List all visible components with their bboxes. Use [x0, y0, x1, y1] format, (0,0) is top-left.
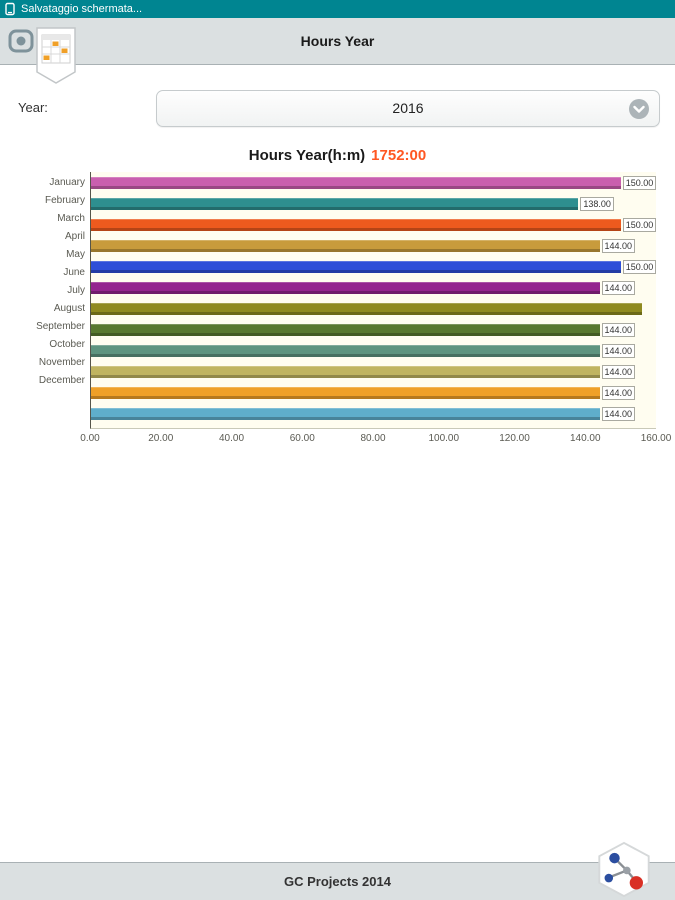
- home-button-icon: [8, 29, 34, 53]
- x-tick-label: 80.00: [360, 433, 386, 444]
- bar-november: 144.00: [91, 386, 636, 400]
- bar-january: 150.00: [91, 176, 657, 190]
- bar-row: 144.00: [91, 344, 656, 363]
- bar-row: 144.00: [91, 365, 656, 384]
- bar-value-label: 144.00: [601, 239, 636, 253]
- month-label-august: August: [53, 303, 85, 314]
- molecule-logo-icon: [598, 841, 650, 898]
- month-label-april: April: [64, 231, 85, 242]
- chart-title-text: Hours Year(h:m): [248, 147, 366, 164]
- x-tick-label: 140.00: [569, 433, 601, 444]
- bar-september: 144.00: [91, 344, 636, 358]
- bar-june: 144.00: [91, 281, 636, 295]
- month-label-october: October: [49, 339, 85, 350]
- month-label-september: September: [36, 321, 85, 332]
- bar-row: 150.00: [91, 176, 657, 195]
- year-dropdown-value: 2016: [392, 100, 424, 116]
- status-bar: Salvataggio schermata...: [0, 0, 675, 18]
- footer-bar: GC Projects 2014: [0, 862, 675, 900]
- x-tick-label: 60.00: [289, 433, 315, 444]
- bar-value-label: 144.00: [601, 281, 636, 295]
- bar-july: [91, 303, 642, 315]
- year-label: Year:: [18, 100, 48, 115]
- screenshot-icon: [5, 2, 15, 16]
- bar-value-label: 150.00: [622, 176, 657, 190]
- month-label-february: February: [44, 195, 85, 206]
- x-tick-label: 160.00: [640, 433, 672, 444]
- bar-row: 144.00: [91, 239, 656, 258]
- x-axis: 0.00 20.00 40.00 60.00 80.00 100.00 120.00 140.…: [80, 429, 671, 447]
- bar-value-label: 144.00: [601, 344, 636, 358]
- month-label-may: May: [66, 249, 85, 260]
- month-label-march: March: [57, 213, 85, 224]
- bar-row: 150.00: [91, 218, 657, 237]
- bar-march: 150.00: [91, 218, 657, 232]
- chart-total-hours: 1752:00: [371, 147, 427, 164]
- bar-row: 150.00: [91, 260, 657, 279]
- year-dropdown[interactable]: 2016: [156, 90, 660, 127]
- month-label-december: December: [38, 375, 85, 386]
- bar-february: 138.00: [91, 197, 614, 211]
- bar-august: 144.00: [91, 323, 636, 337]
- bar-december: 144.00: [91, 407, 636, 421]
- bar-value-label: 144.00: [601, 407, 636, 421]
- calendar-icon: [36, 27, 76, 84]
- bar-april: 144.00: [91, 239, 636, 253]
- page-title: Hours Year: [300, 33, 375, 49]
- x-tick-label: 40.00: [218, 433, 245, 444]
- app-header: Hours Year: [0, 18, 675, 65]
- month-label-january: January: [49, 177, 85, 188]
- x-tick-label: 100.00: [428, 433, 460, 444]
- bar-row: [91, 303, 656, 321]
- bar-row: 144.00: [91, 281, 656, 300]
- bar-value-label: 144.00: [601, 323, 636, 337]
- month-label-july: July: [67, 285, 85, 296]
- y-axis-labels: January February March April May June July Augu…: [20, 172, 90, 429]
- bar-row: 144.00: [91, 323, 656, 342]
- hours-year-chart: January February March April May June July Augu…: [20, 172, 671, 447]
- home-button[interactable]: [8, 29, 34, 53]
- bar-value-label: 144.00: [601, 365, 636, 379]
- bar-row: 144.00: [91, 407, 656, 426]
- bar-october: 144.00: [91, 365, 636, 379]
- footer-text: GC Projects 2014: [284, 874, 391, 889]
- bar-value-label: 150.00: [622, 218, 657, 232]
- chart-title: Hours Year(h:m) 1752:00: [0, 147, 675, 164]
- plot-area: 150.00 138.00 150.00 144.00 150.00 144.00 144.…: [90, 172, 657, 429]
- chevron-down-icon: [629, 99, 649, 119]
- chart-body: January February March April May June July Augu…: [20, 172, 657, 429]
- x-tick-label: 0.00: [80, 433, 100, 444]
- bar-row: 138.00: [91, 197, 656, 216]
- bar-value-label: 150.00: [622, 260, 657, 274]
- bar-value-label: 138.00: [580, 197, 614, 211]
- status-bar-text: Salvataggio schermata...: [21, 3, 143, 15]
- month-label-june: June: [63, 267, 85, 278]
- bar-may: 150.00: [91, 260, 657, 274]
- x-tick-label: 20.00: [148, 433, 174, 444]
- bar-value-label: 144.00: [601, 386, 636, 400]
- month-label-november: November: [38, 357, 85, 368]
- bar-row: 144.00: [91, 386, 656, 405]
- x-tick-label: 120.00: [499, 433, 530, 444]
